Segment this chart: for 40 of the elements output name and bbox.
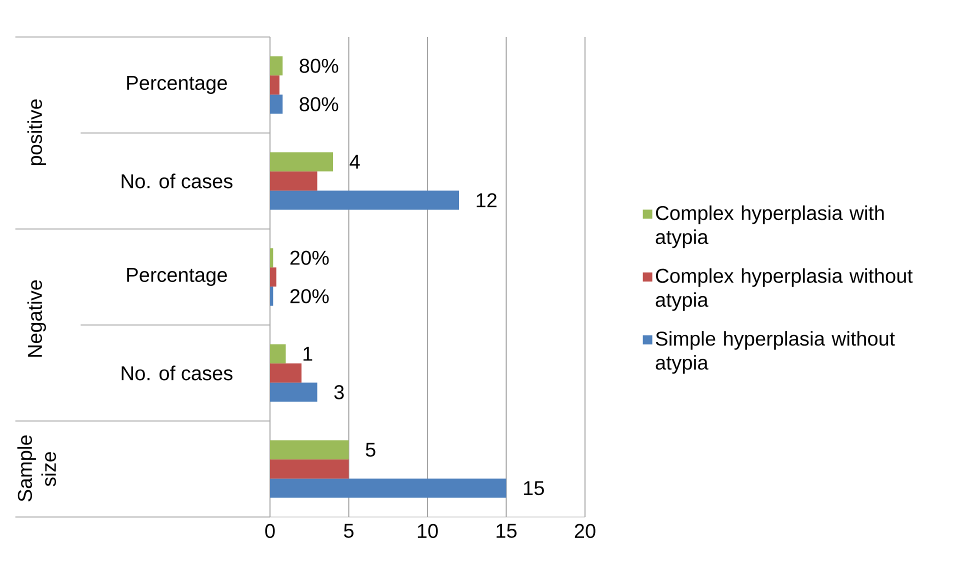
data-label: 1 [304, 346, 312, 361]
x-tick-label: 5 [344, 524, 354, 538]
data-label: 15 [524, 481, 544, 496]
x-tick-label: 0 [265, 524, 275, 538]
bar [270, 171, 318, 191]
text: Sample size [17, 435, 56, 502]
data-label: 5 [366, 442, 376, 457]
bar [270, 75, 280, 95]
text: Negative [27, 280, 46, 357]
legend-label: Complex hyperplasia with atypia [656, 205, 884, 248]
bar [270, 56, 283, 76]
bar [270, 152, 333, 172]
data-label: 20% [290, 289, 329, 304]
x-tick-label: 10 [418, 524, 438, 538]
bar [270, 363, 302, 383]
bar [270, 478, 506, 498]
bar [270, 286, 274, 306]
y-tick-label: Percentage [127, 76, 227, 94]
bar [270, 344, 286, 364]
text: positive [27, 99, 46, 166]
y-tick-label: Percentage [127, 268, 227, 286]
data-label: 12 [476, 193, 497, 208]
x-tick-label: 20 [574, 524, 596, 538]
x-tick-label: 15 [496, 524, 517, 538]
bar [270, 267, 276, 287]
data-label: 4 [350, 154, 360, 169]
data-label: 80% [300, 97, 338, 112]
bar [270, 382, 318, 402]
data-label: 80% [300, 58, 338, 73]
bar [270, 94, 283, 114]
legend-label: Simple hyperplasia without atypia [656, 331, 895, 374]
y-tick-label: No. of cases [122, 366, 232, 380]
bar [270, 248, 274, 268]
bar [270, 440, 349, 460]
data-label: 3 [334, 385, 344, 400]
data-label: 20% [290, 250, 329, 265]
bar [270, 190, 460, 210]
bar [270, 459, 349, 479]
y-tick-label: No. of cases [122, 174, 232, 188]
legend-label: Complex hyperplasia without atypia [656, 268, 913, 311]
